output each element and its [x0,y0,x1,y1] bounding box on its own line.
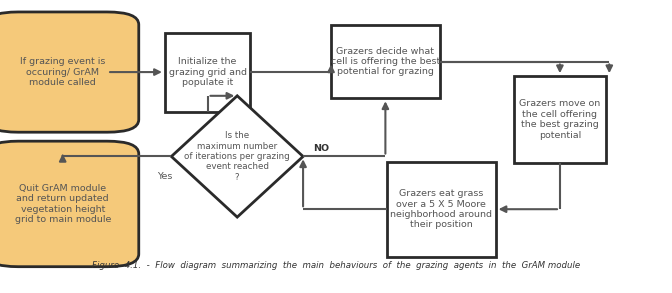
FancyBboxPatch shape [0,141,138,267]
Text: Is the
maximum number
of iterations per grazing
event reached
?: Is the maximum number of iterations per … [184,131,290,182]
Text: If grazing event is
occuring/ GrAM
module called: If grazing event is occuring/ GrAM modul… [20,57,106,87]
FancyBboxPatch shape [0,12,138,132]
FancyBboxPatch shape [514,76,606,163]
FancyBboxPatch shape [387,162,496,257]
Text: Quit GrAM module
and return updated
vegetation height
grid to main module: Quit GrAM module and return updated vege… [15,184,111,224]
Text: Grazers move on
the cell offering
the best grazing
potential: Grazers move on the cell offering the be… [519,99,601,140]
Polygon shape [171,96,303,217]
FancyBboxPatch shape [165,33,251,112]
Text: NO: NO [313,144,329,153]
Text: Figure  4.1.  -  Flow  diagram  summarizing  the  main  behaviours  of  the  gra: Figure 4.1. - Flow diagram summarizing t… [92,261,580,270]
Text: Grazers decide what
cell is offering the best
potential for grazing: Grazers decide what cell is offering the… [331,47,440,76]
Text: Grazers eat grass
over a 5 X 5 Moore
neighborhood around
their position: Grazers eat grass over a 5 X 5 Moore nei… [390,189,493,229]
FancyBboxPatch shape [331,25,439,98]
Text: Initialize the
grazing grid and
populate it: Initialize the grazing grid and populate… [169,57,247,87]
Text: Yes: Yes [157,172,173,181]
